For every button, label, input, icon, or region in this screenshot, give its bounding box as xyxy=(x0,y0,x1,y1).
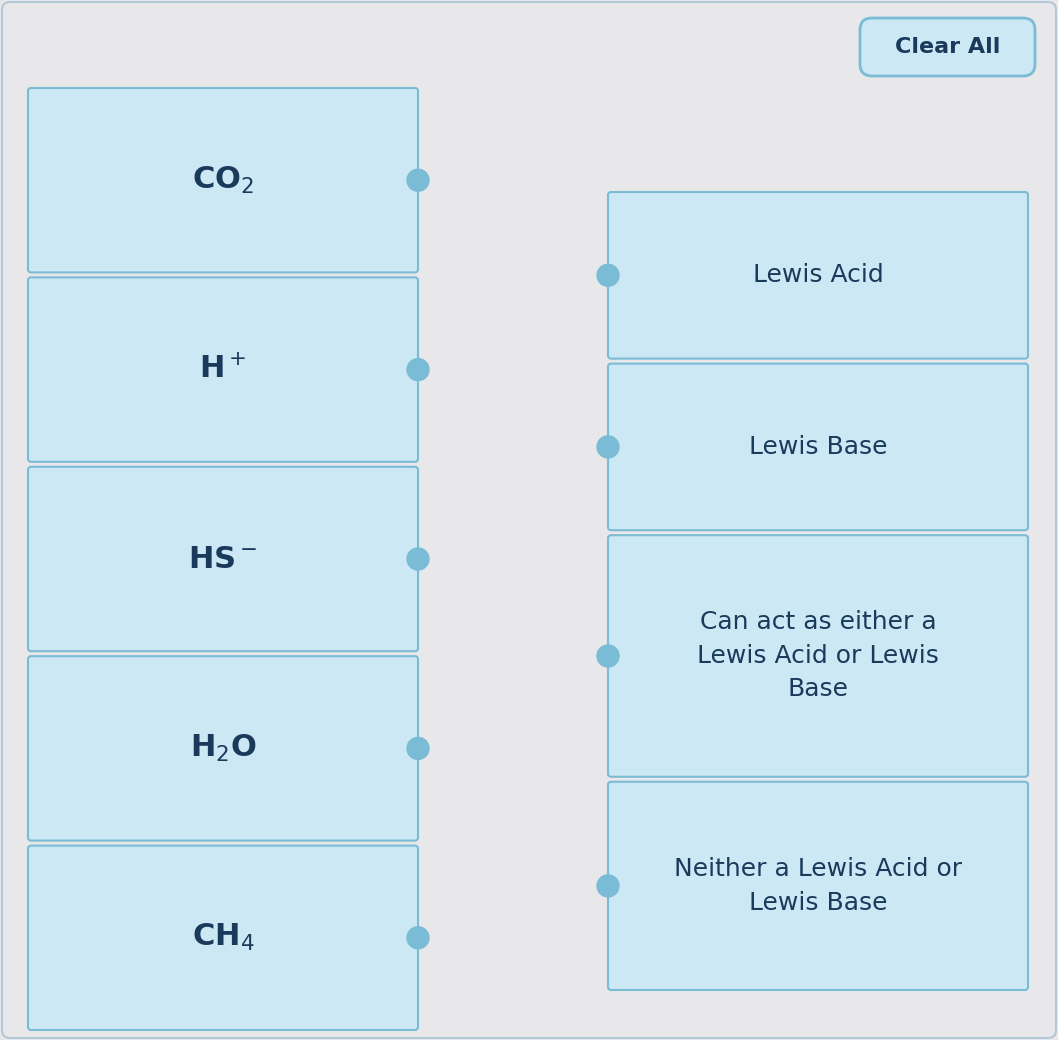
FancyBboxPatch shape xyxy=(28,88,418,272)
Circle shape xyxy=(597,875,619,896)
Text: Neither a Lewis Acid or
Lewis Base: Neither a Lewis Acid or Lewis Base xyxy=(674,857,962,914)
FancyBboxPatch shape xyxy=(28,278,418,462)
Text: Can act as either a
Lewis Acid or Lewis
Base: Can act as either a Lewis Acid or Lewis … xyxy=(697,610,938,701)
FancyBboxPatch shape xyxy=(28,846,418,1030)
FancyBboxPatch shape xyxy=(28,467,418,651)
FancyBboxPatch shape xyxy=(608,782,1028,990)
FancyBboxPatch shape xyxy=(608,536,1028,777)
Circle shape xyxy=(407,548,428,570)
Text: Lewis Base: Lewis Base xyxy=(749,435,888,459)
Circle shape xyxy=(407,359,428,381)
Text: Lewis Acid: Lewis Acid xyxy=(752,263,883,287)
Text: H$^+$: H$^+$ xyxy=(199,355,247,384)
Text: HS$^-$: HS$^-$ xyxy=(188,545,258,573)
Circle shape xyxy=(407,170,428,191)
Circle shape xyxy=(407,927,428,948)
Text: CH$_4$: CH$_4$ xyxy=(191,922,254,954)
Text: CO$_2$: CO$_2$ xyxy=(191,164,254,196)
Text: H$_2$O: H$_2$O xyxy=(189,733,256,764)
FancyBboxPatch shape xyxy=(608,192,1028,359)
Circle shape xyxy=(597,264,619,286)
Circle shape xyxy=(597,645,619,667)
Circle shape xyxy=(407,737,428,759)
Circle shape xyxy=(597,436,619,458)
FancyBboxPatch shape xyxy=(28,656,418,840)
Text: Clear All: Clear All xyxy=(895,37,1000,57)
FancyBboxPatch shape xyxy=(860,18,1035,76)
FancyBboxPatch shape xyxy=(608,364,1028,530)
